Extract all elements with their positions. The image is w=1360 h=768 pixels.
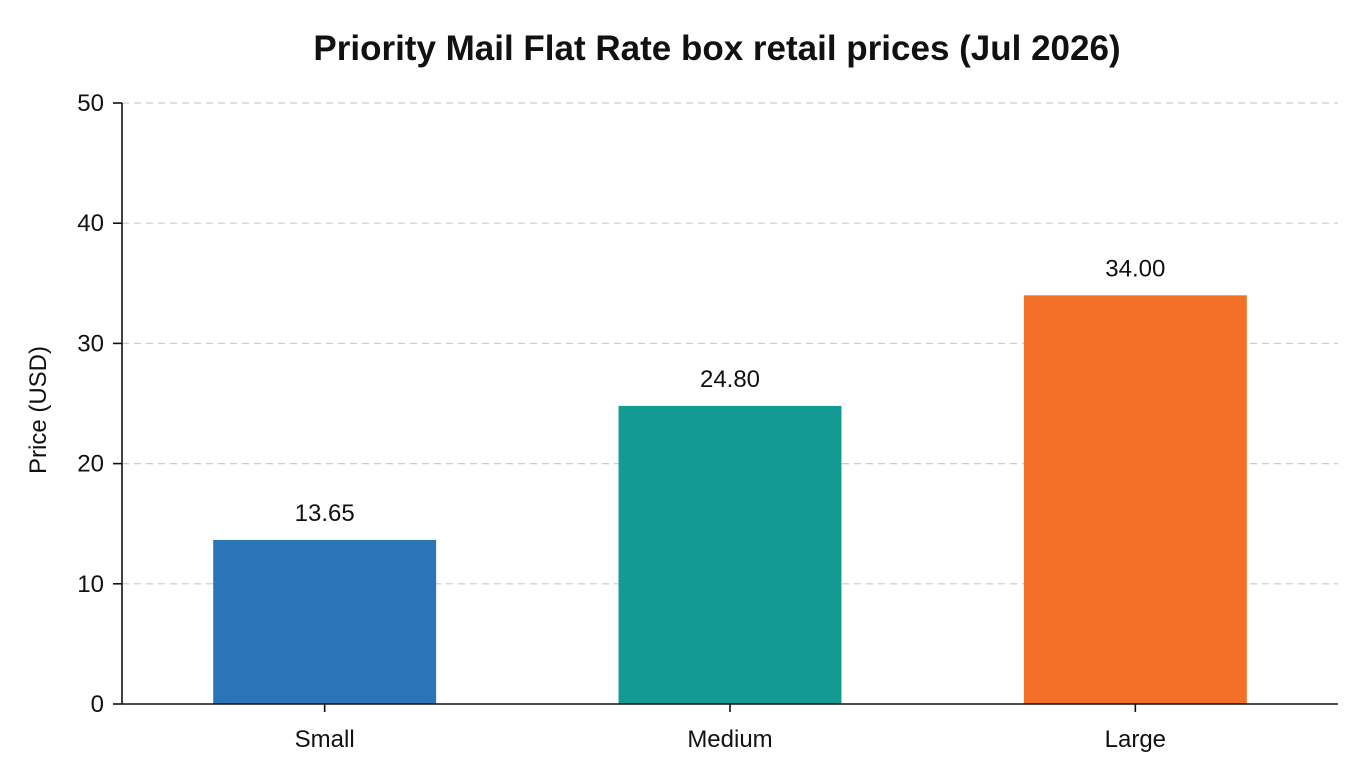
bar-small xyxy=(213,539,437,704)
y-axis-label: Price (USD) xyxy=(25,346,52,474)
data-labels: 13.65 24.80 34.00 xyxy=(295,255,1166,527)
y-tick-label: 0 xyxy=(91,691,104,718)
bar-large xyxy=(1023,295,1247,704)
y-tick-label: 30 xyxy=(77,330,104,357)
x-tick-label: Large xyxy=(1105,726,1166,753)
data-label: 13.65 xyxy=(295,500,355,527)
x-tick-labels: Small Medium Large xyxy=(295,704,1166,753)
bars xyxy=(213,295,1247,704)
bar-medium xyxy=(618,405,842,704)
y-tick-label: 10 xyxy=(77,571,104,598)
x-tick-label: Small xyxy=(295,726,355,753)
y-tick-label: 20 xyxy=(77,451,104,478)
x-tick-label: Medium xyxy=(687,726,772,753)
y-tick-label: 40 xyxy=(77,210,104,237)
y-tick-label: 50 xyxy=(77,90,104,117)
chart-title: Priority Mail Flat Rate box retail price… xyxy=(313,29,1120,68)
data-label: 24.80 xyxy=(700,366,760,393)
data-label: 34.00 xyxy=(1105,255,1165,282)
y-tick-labels: 0 10 20 30 40 50 xyxy=(77,90,122,718)
